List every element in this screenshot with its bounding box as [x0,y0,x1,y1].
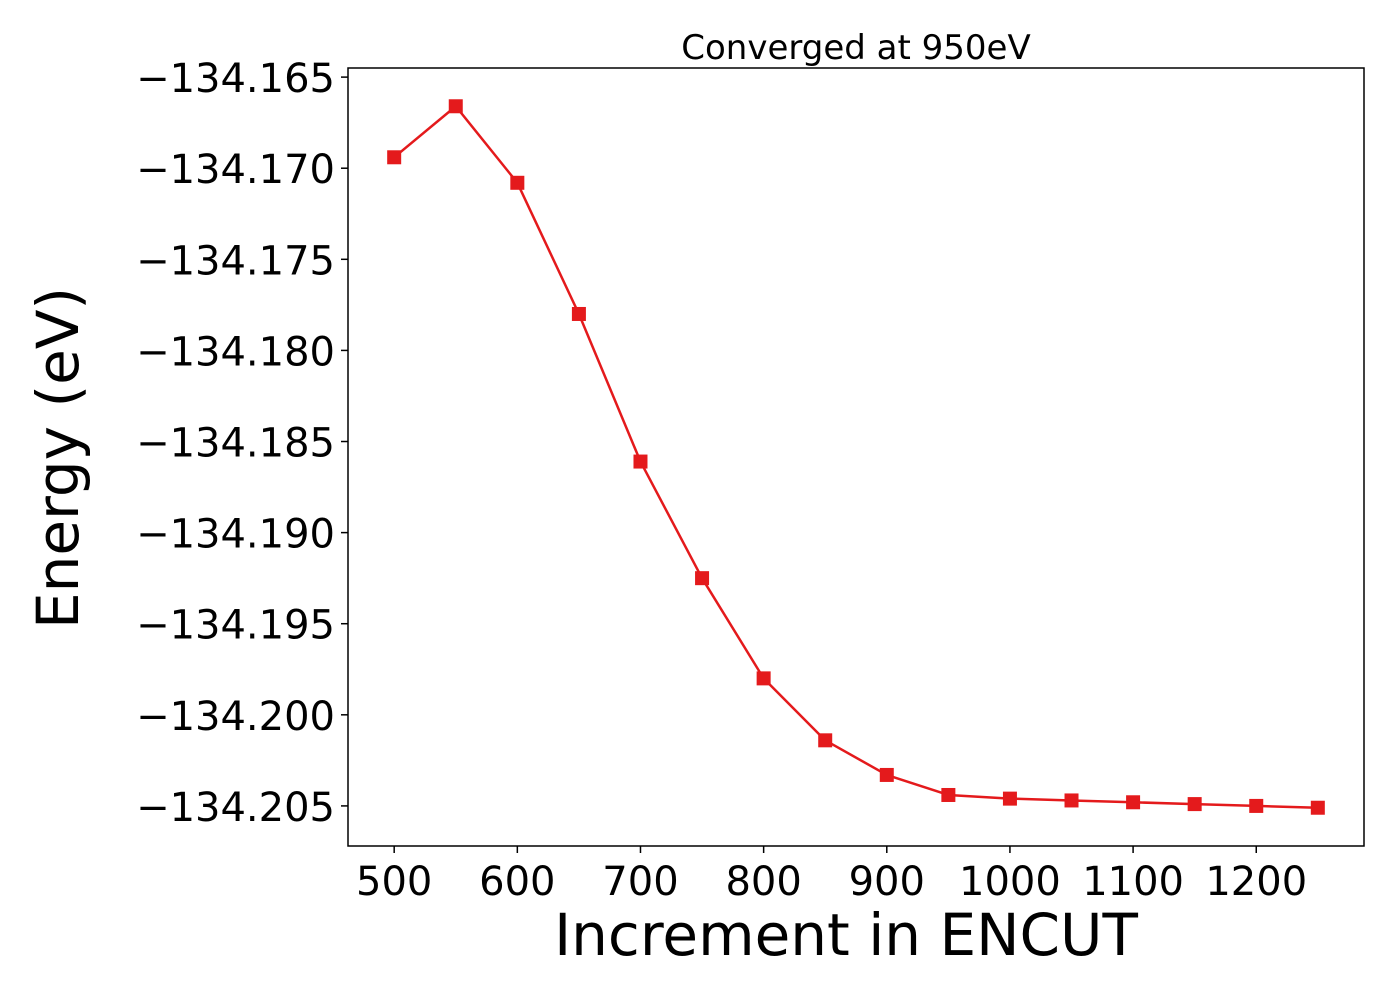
data-point-marker [448,99,463,114]
data-point-marker [1126,795,1141,810]
y-tick-label: −134.175 [136,238,335,284]
x-tick-label: 700 [602,859,678,905]
y-axis-label: Energy (eV) [24,287,92,629]
chart-title: Converged at 950eV [681,28,1030,68]
y-tick-label: −134.200 [136,694,335,740]
y-tick-label: −134.165 [136,56,335,102]
data-point-marker [571,306,586,321]
data-point-marker [941,787,956,802]
y-tick-label: −134.170 [136,147,335,193]
x-tick-label: 900 [849,859,925,905]
axis-ticks: 500 600 700 800 900 1000 1100 1200 −134.165 −134.… [136,56,1307,905]
data-point-marker [633,454,648,469]
data-point-marker [1187,797,1202,812]
x-axis-label: Increment in ENCUT [554,901,1138,969]
y-tick-label: −134.205 [136,785,335,831]
x-tick-label: 1000 [959,859,1061,905]
y-tick-label: −134.180 [136,329,335,375]
data-point-marker [1064,793,1079,808]
series-line [393,105,1318,809]
x-tick-label: 500 [356,859,432,905]
data-series [387,99,1325,815]
x-tick-label: 1200 [1205,859,1307,905]
y-tick-label: −134.185 [136,421,335,467]
x-tick-label: 1100 [1082,859,1184,905]
data-point-marker [1310,800,1325,815]
y-tick-label: −134.190 [136,512,335,558]
plot-area-frame [347,67,1365,847]
data-point-marker [1249,798,1264,813]
data-point-marker [695,571,710,586]
data-point-marker [879,767,894,782]
data-point-marker [1002,791,1017,806]
x-tick-label: 800 [725,859,801,905]
data-point-marker [818,733,833,748]
x-tick-label: 600 [479,859,555,905]
data-point-marker [387,150,402,165]
y-tick-label: −134.195 [136,603,335,649]
data-point-marker [756,671,771,686]
data-point-marker [510,175,525,190]
